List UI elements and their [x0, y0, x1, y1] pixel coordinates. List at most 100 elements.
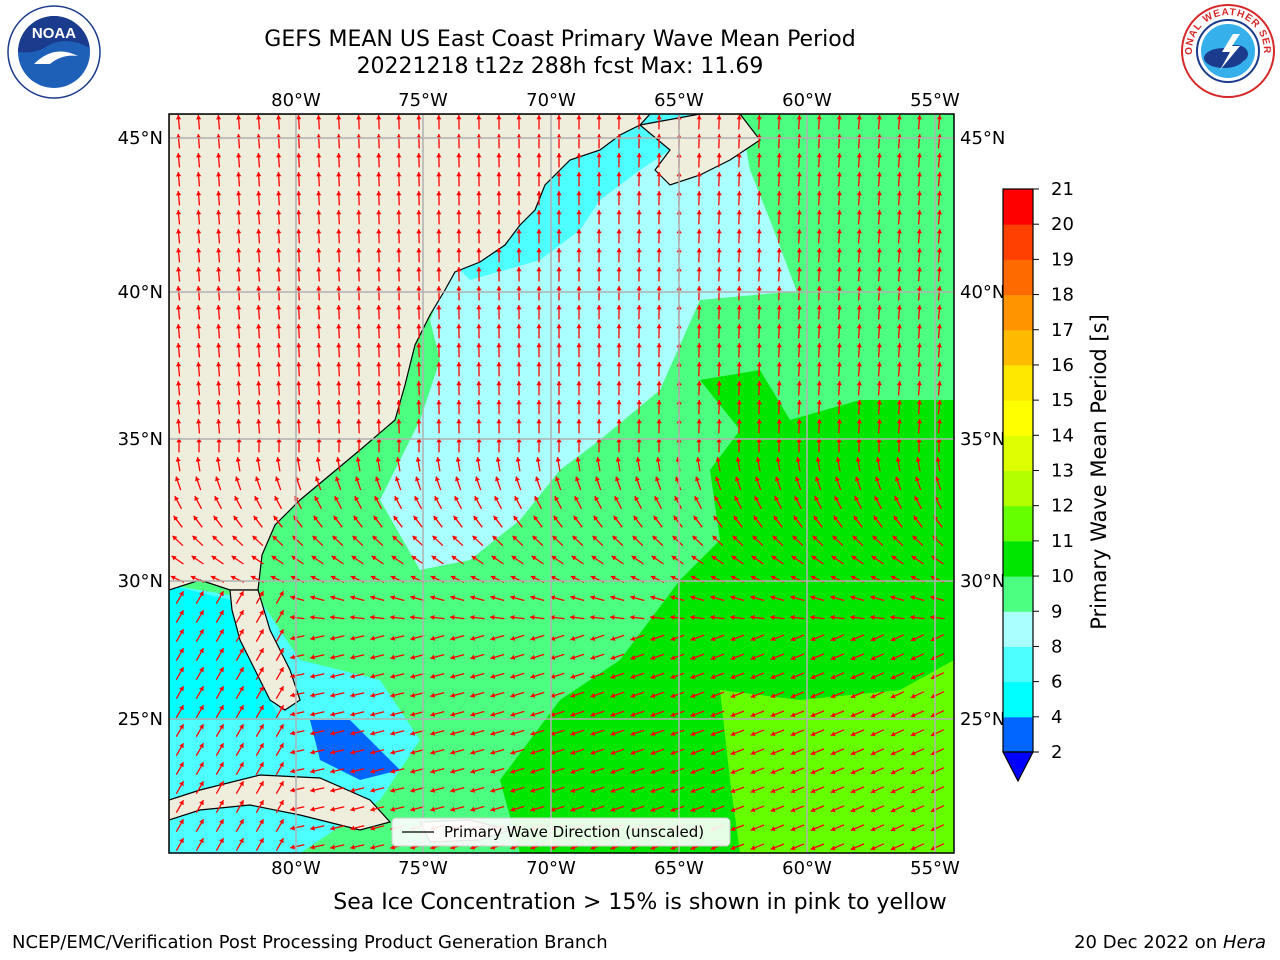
- wave-direction-arrowhead: [296, 438, 302, 443]
- wave-direction-arrowhead: [670, 655, 676, 660]
- wave-direction-arrowhead: [219, 762, 224, 768]
- wave-direction-arrowhead: [656, 191, 662, 196]
- wave-direction-arrowhead: [333, 515, 339, 521]
- wave-direction-arrowhead: [314, 496, 320, 501]
- wave-direction-arrowhead: [830, 655, 836, 661]
- wave-direction-arrowhead: [810, 731, 816, 737]
- wave-direction-arrowhead: [713, 515, 719, 521]
- wave-direction-arrowhead: [716, 172, 722, 177]
- wave-direction-arrowhead: [330, 595, 336, 601]
- wave-direction-arrowhead: [279, 629, 284, 635]
- wave-direction-arrowhead: [376, 400, 382, 405]
- lon-label-top: 65°W: [654, 90, 704, 111]
- wave-direction-arrowhead: [456, 267, 462, 272]
- wave-direction-arrowhead: [456, 305, 462, 310]
- lon-label-top: 80°W: [271, 90, 321, 111]
- wave-direction-arrowhead: [594, 496, 600, 501]
- wave-direction-arrowhead: [790, 693, 796, 699]
- wave-direction-arrowhead: [936, 362, 942, 367]
- wave-direction-arrowhead: [916, 362, 922, 367]
- wave-direction-arrowhead: [376, 172, 382, 177]
- wave-direction-arrowhead: [476, 153, 482, 158]
- wave-direction-arrowhead: [315, 476, 320, 482]
- wave-direction-arrowhead: [516, 324, 522, 329]
- wave-direction-arrowhead: [870, 575, 876, 581]
- wave-direction-arrowhead: [296, 191, 302, 196]
- wave-direction-arrowhead: [690, 595, 696, 601]
- wave-direction-arrowhead: [456, 419, 462, 424]
- wave-direction-arrowhead: [651, 555, 657, 561]
- wave-direction-arrowhead: [630, 674, 636, 679]
- wave-direction-arrowhead: [733, 515, 739, 521]
- wave-direction-arrowhead: [450, 787, 456, 793]
- wave-direction-arrowhead: [596, 343, 602, 348]
- wave-direction-arrowhead: [616, 324, 622, 329]
- wave-direction-arrowhead: [813, 515, 819, 521]
- wave-direction-arrowhead: [610, 575, 616, 581]
- wave-direction-arrowhead: [556, 400, 562, 405]
- wave-direction-arrowhead: [216, 229, 222, 234]
- wave-direction-arrowhead: [371, 555, 377, 561]
- wave-direction-arrowhead: [596, 134, 602, 139]
- wave-direction-arrowhead: [196, 210, 202, 215]
- wave-direction-arrowhead: [436, 172, 442, 177]
- wave-direction-arrowhead: [475, 457, 481, 462]
- wave-direction-arrowhead: [451, 555, 457, 561]
- wave-direction-arrowhead: [656, 210, 662, 215]
- wave-direction-arrowhead: [370, 825, 375, 831]
- wave-direction-arrowhead: [296, 248, 302, 253]
- wave-direction-arrowhead: [436, 115, 442, 120]
- wave-direction-arrowhead: [750, 655, 756, 661]
- wave-direction-arrowhead: [279, 610, 284, 616]
- wave-direction-arrowhead: [236, 248, 242, 253]
- wave-direction-arrowhead: [476, 438, 482, 443]
- wave-direction-arrowhead: [716, 153, 722, 158]
- wave-direction-arrowhead: [194, 496, 200, 501]
- wave-direction-arrowhead: [810, 845, 816, 851]
- wave-direction-arrowhead: [196, 115, 202, 120]
- wave-direction-arrowhead: [916, 438, 922, 443]
- wave-direction-arrowhead: [876, 210, 882, 215]
- wave-direction-arrowhead: [230, 575, 236, 581]
- wave-direction-arrowhead: [456, 153, 462, 158]
- wave-direction-arrowhead: [616, 248, 622, 253]
- wave-direction-arrowhead: [710, 614, 715, 620]
- wave-direction-arrowhead: [610, 750, 616, 755]
- wave-direction-arrowhead: [776, 267, 782, 272]
- wave-direction-arrowhead: [896, 191, 902, 196]
- wave-direction-arrowhead: [296, 210, 302, 215]
- wave-direction-arrowhead: [456, 229, 462, 234]
- wave-direction-arrowhead: [376, 153, 382, 158]
- wave-direction-arrowhead: [556, 153, 562, 158]
- wave-direction-arrowhead: [516, 381, 522, 386]
- wave-direction-arrowhead: [810, 807, 816, 813]
- wave-direction-arrowhead: [476, 267, 482, 272]
- wave-direction-arrowhead: [854, 496, 860, 501]
- wave-direction-arrowhead: [436, 381, 442, 386]
- wave-direction-arrowhead: [296, 343, 302, 348]
- wave-direction-arrowhead: [913, 515, 919, 521]
- wave-direction-arrowhead: [490, 692, 496, 698]
- wave-direction-arrowhead: [255, 457, 261, 462]
- wave-direction-arrowhead: [656, 381, 662, 386]
- wave-direction-arrowhead: [650, 750, 656, 755]
- wave-direction-arrowhead: [916, 343, 922, 348]
- wave-direction-arrowhead: [199, 724, 204, 730]
- wave-direction-arrowhead: [776, 305, 782, 310]
- wave-direction-arrowhead: [890, 693, 896, 699]
- wave-direction-arrowhead: [396, 210, 402, 215]
- wave-direction-arrowhead: [630, 712, 636, 717]
- wave-direction-arrowhead: [856, 210, 862, 215]
- wave-direction-arrowhead: [290, 673, 295, 679]
- wave-direction-arrowhead: [890, 614, 895, 620]
- wave-direction-arrowhead: [916, 248, 922, 253]
- wave-direction-arrowhead: [696, 381, 702, 386]
- wave-direction-arrowhead: [730, 750, 736, 756]
- wave-direction-arrowhead: [556, 324, 562, 329]
- wave-direction-arrowhead: [870, 636, 876, 642]
- wave-direction-arrowhead: [670, 674, 676, 679]
- wave-direction-arrowhead: [750, 674, 756, 680]
- wave-direction-arrowhead: [851, 555, 857, 561]
- land-us-east-coast: [169, 114, 651, 591]
- wave-direction-arrowhead: [890, 788, 896, 794]
